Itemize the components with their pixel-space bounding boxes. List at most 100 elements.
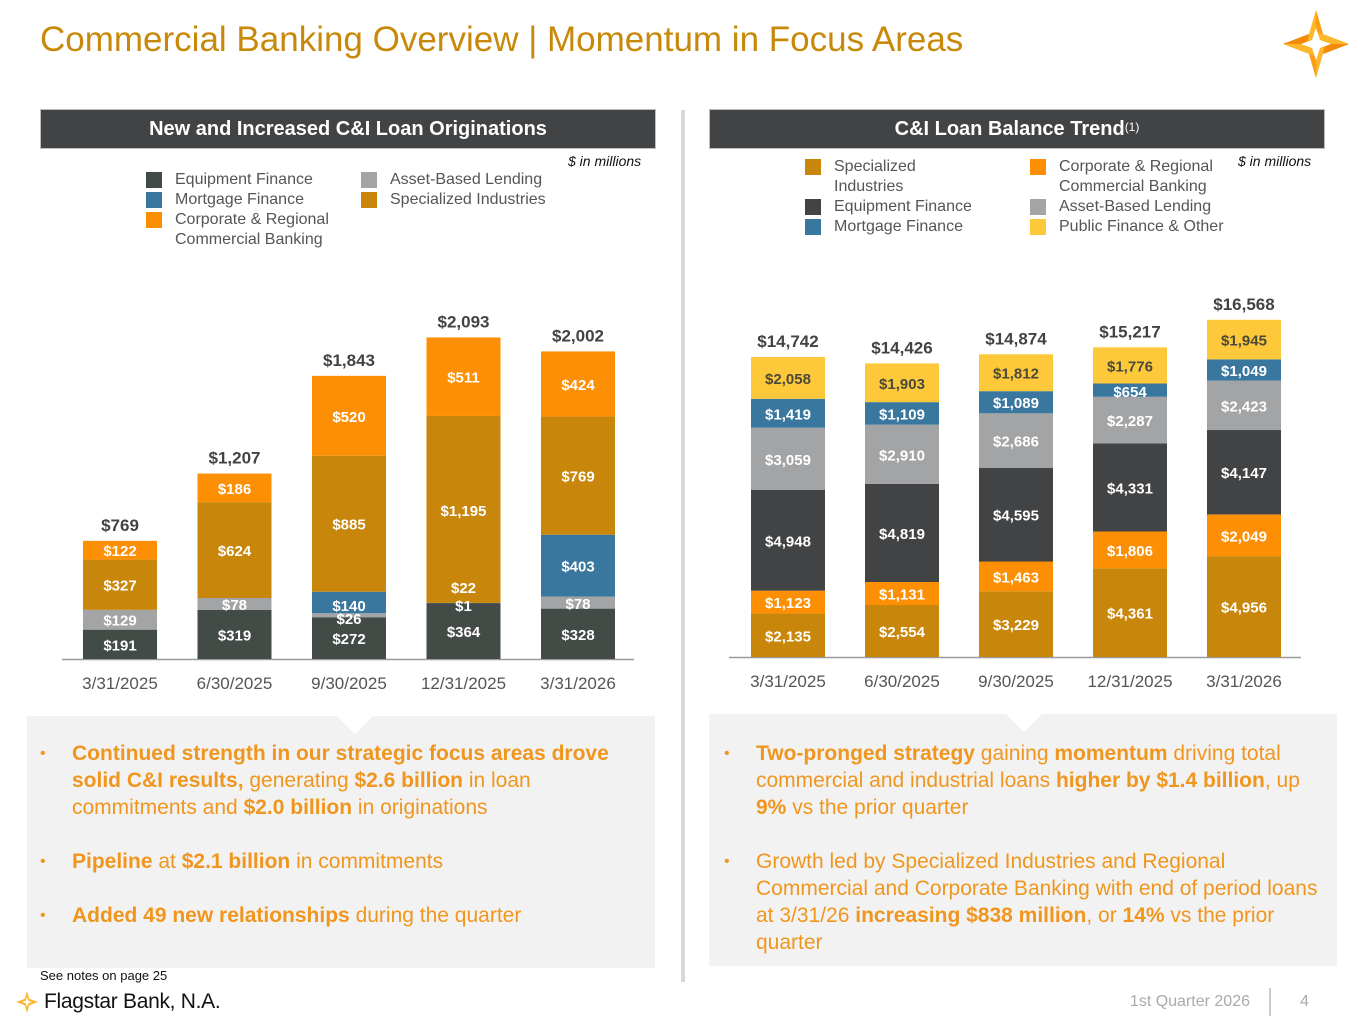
bar-segment <box>1093 443 1167 532</box>
bullet-run: vs the prior quarter <box>756 904 1275 954</box>
bar-segment <box>979 413 1053 468</box>
segment-label: $1,089 <box>993 395 1039 412</box>
legend-label: Mortgage Finance <box>834 218 963 235</box>
right-panel-header: C&I Loan Balance Trend (1) <box>709 109 1325 149</box>
bar-segment <box>83 559 157 610</box>
bullet-dot-icon: • <box>40 907 46 924</box>
left-callout-bullets: • Continued strength in our strategic foc… <box>40 740 650 956</box>
footnote-reference: See notes on page 25 <box>40 968 168 983</box>
bar-segment <box>1207 514 1281 557</box>
callout-notch <box>1006 714 1042 732</box>
bar-segment <box>1207 556 1281 657</box>
bar-segment <box>865 605 939 657</box>
legend-swatch <box>361 172 377 188</box>
segment-label: $319 <box>218 627 251 644</box>
bar-segment <box>865 483 939 582</box>
bar-stack <box>1093 347 1167 657</box>
bullet-run: in loan commitments and <box>72 769 531 819</box>
segment-label: $2,910 <box>879 447 925 464</box>
bullet-run: during the quarter <box>349 904 522 927</box>
bullet-emphasis: Continued strength in our strategic focu… <box>72 742 609 792</box>
bullet-item: • Continued strength in our strategic foc… <box>40 740 650 821</box>
bar-stack <box>426 337 501 659</box>
segment-label: $1,131 <box>879 587 925 604</box>
bar-segment <box>979 561 1053 592</box>
bar-segment <box>83 609 157 630</box>
segment-label: $1,049 <box>1221 363 1267 380</box>
brand-logo: Flagstar Bank, N.A. <box>16 990 221 1014</box>
bullet-run: in originations <box>352 796 488 819</box>
segment-label: $1,123 <box>765 595 811 612</box>
bullet-run: , or <box>1086 904 1123 927</box>
segment-label: $1,109 <box>879 406 925 423</box>
segment-label: $26 <box>336 611 361 628</box>
bar-segment <box>541 416 615 535</box>
bullet-emphasis: $2.6 billion <box>354 769 463 792</box>
bullet-text: Continued strength in our strategic focu… <box>72 740 650 821</box>
right-units-note: $ in millions <box>1238 153 1312 169</box>
bar-segment <box>1207 319 1281 360</box>
flagstar-star-icon <box>1283 10 1349 78</box>
bullet-emphasis: Added 49 new relationships <box>72 904 350 927</box>
footnote-marker: (1) <box>1124 120 1140 134</box>
segment-label: $22 <box>451 580 476 597</box>
legend-item-corporate-regional: Corporate & Regional Commercial Banking <box>146 210 329 250</box>
segment-label: $78 <box>565 596 590 613</box>
segment-label: $4,819 <box>879 526 925 543</box>
legend-item-equipment-finance: Equipment Finance <box>146 170 313 190</box>
segment-label: $403 <box>561 559 594 576</box>
legend-label: Asset-Based Lending <box>1059 198 1212 215</box>
bullet-run: driving total commercial and industrial … <box>756 742 1281 792</box>
total-label: $16,568 <box>1213 295 1274 314</box>
legend-swatch <box>805 219 821 235</box>
legend-swatch <box>1030 219 1046 235</box>
bar-segment <box>197 598 272 610</box>
x-tick-label: 12/31/2025 <box>1087 672 1172 691</box>
bar-segment <box>1207 359 1281 381</box>
bullet-emphasis: higher by $1.4 billion <box>1055 769 1265 792</box>
bar-segment <box>751 489 825 591</box>
segment-label: $1,806 <box>1107 543 1153 560</box>
segment-label: $624 <box>218 543 252 560</box>
bar-segment <box>751 613 825 657</box>
bullet-text: Pipeline at $2.1 billion in commitments <box>72 848 443 875</box>
bar-segment <box>541 596 615 609</box>
segment-label: $520 <box>332 409 365 426</box>
bar-stack <box>979 354 1053 657</box>
legend-label: Specialized Industries <box>390 191 546 208</box>
bar-segment <box>751 356 825 399</box>
bar-segment <box>979 354 1053 392</box>
legend-swatch <box>1030 199 1046 215</box>
segment-label: $4,361 <box>1107 606 1153 623</box>
legend-item-asset-based-lending: Asset-Based Lending <box>1030 197 1211 217</box>
panel-divider <box>681 110 685 982</box>
total-label: $769 <box>101 516 139 535</box>
segment-label: $272 <box>332 631 365 648</box>
bullet-item: • Added 49 new relationships during the q… <box>40 902 650 929</box>
right-callout-bullets: • Two-pronged strategy gaining momentum d… <box>724 740 1334 983</box>
bullet-run: at <box>152 850 182 873</box>
bar-segment <box>1207 430 1281 515</box>
legend-label: Equipment Finance <box>175 171 313 188</box>
bullet-dot-icon: • <box>724 745 730 762</box>
segment-label: $3,229 <box>993 617 1039 634</box>
x-tick-label: 9/30/2025 <box>311 674 387 693</box>
bullet-run: , up <box>1264 769 1300 792</box>
x-tick-label: 3/31/2026 <box>540 674 616 693</box>
total-label: $1,207 <box>209 449 261 468</box>
bar-segment <box>312 613 386 618</box>
bar-stack <box>197 473 272 659</box>
bullet-run: gaining <box>974 742 1055 765</box>
legend-label: Specialized Industries <box>834 158 916 195</box>
bar-segment <box>979 467 1053 562</box>
page-number: 4 <box>1300 993 1309 1010</box>
footer-separator <box>1269 988 1271 1016</box>
x-tick-label: 6/30/2025 <box>197 674 273 693</box>
bar-segment <box>197 502 272 599</box>
right-callout <box>709 714 1337 966</box>
segment-label: $327 <box>103 578 136 595</box>
bar-segment <box>312 455 386 592</box>
bullet-emphasis: $2.0 billion <box>243 796 353 819</box>
bar-stack <box>751 356 825 657</box>
legend-label: Mortgage Finance <box>175 191 304 208</box>
